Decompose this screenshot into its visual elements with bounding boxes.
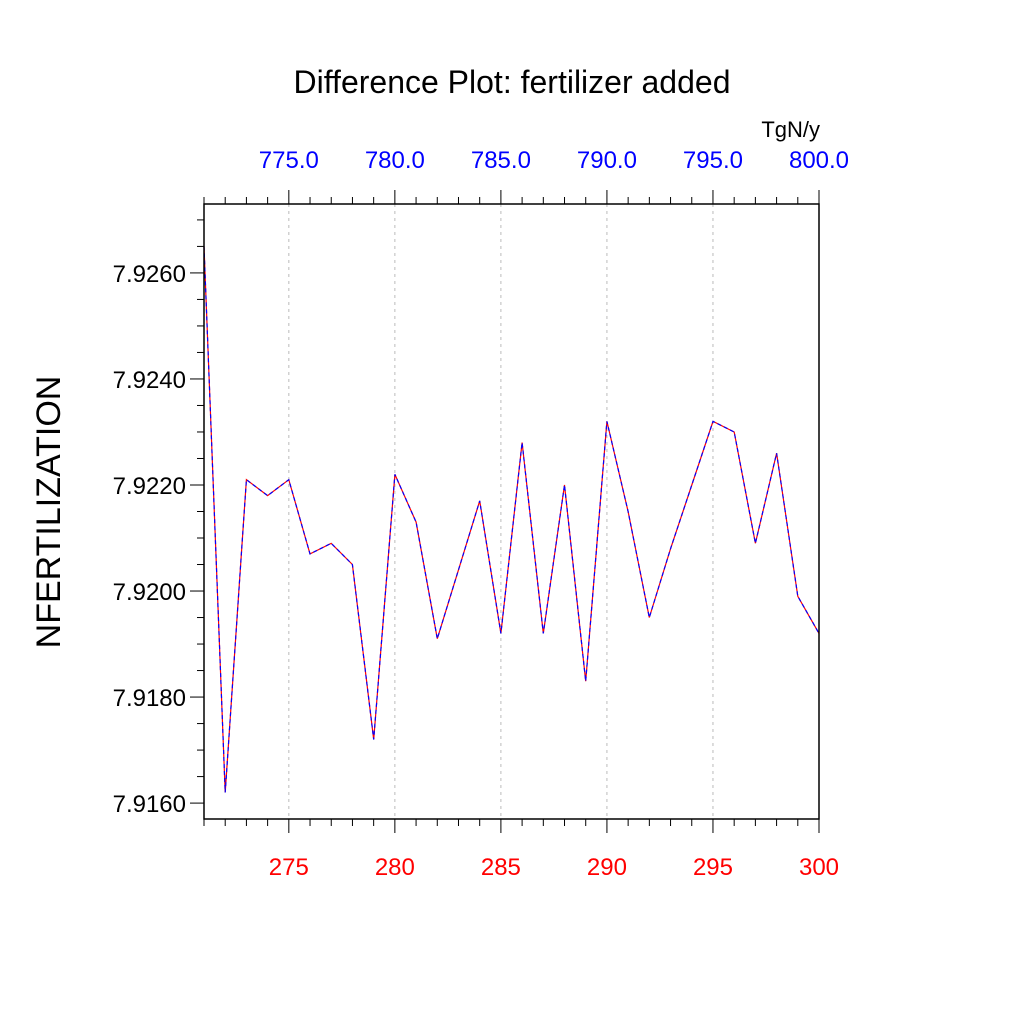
- bottom-x-tick-label: 285: [481, 854, 521, 881]
- top-x-tick-label: 780.0: [365, 147, 425, 174]
- plot-lines: [203, 246, 820, 793]
- series-line-blue-dashed: [203, 246, 820, 793]
- chart-title: Difference Plot: fertilizer added: [294, 64, 731, 100]
- bottom-x-tick-label: 275: [269, 854, 309, 881]
- plot-frame: [203, 203, 820, 820]
- bottom-x-tick-label: 280: [375, 854, 415, 881]
- top-x-tick-labels: 775.0 780.0 785.0 790.0 795.0 800.0: [259, 147, 849, 174]
- top-x-tick-label: 800.0: [789, 147, 849, 174]
- y-tick-labels: 7.9160 7.9180 7.9200 7.9220 7.9240 7.9260: [113, 261, 186, 818]
- y-tick-label: 7.9180: [113, 685, 186, 712]
- top-x-tick-label: 785.0: [471, 147, 531, 174]
- y-tick-label: 7.9240: [113, 367, 186, 394]
- top-x-tick-label: 775.0: [259, 147, 319, 174]
- series-line-red: [203, 246, 820, 793]
- top-x-tick-label: 790.0: [577, 147, 637, 174]
- y-tick-label: 7.9200: [113, 579, 186, 606]
- bottom-x-tick-labels: 275 280 285 290 295 300: [269, 854, 839, 881]
- y-axis-label: NFERTILIZATION: [30, 376, 68, 649]
- top-axis-units: TgN/y: [761, 117, 820, 142]
- y-tick-label: 7.9160: [113, 791, 186, 818]
- bottom-x-tick-label: 300: [799, 854, 839, 881]
- axis-ticks: [190, 190, 820, 833]
- bottom-x-tick-label: 295: [693, 854, 733, 881]
- y-tick-label: 7.9260: [113, 261, 186, 288]
- gridlines: [288, 204, 714, 819]
- y-tick-label: 7.9220: [113, 473, 186, 500]
- bottom-x-tick-label: 290: [587, 854, 627, 881]
- top-x-tick-label: 795.0: [683, 147, 743, 174]
